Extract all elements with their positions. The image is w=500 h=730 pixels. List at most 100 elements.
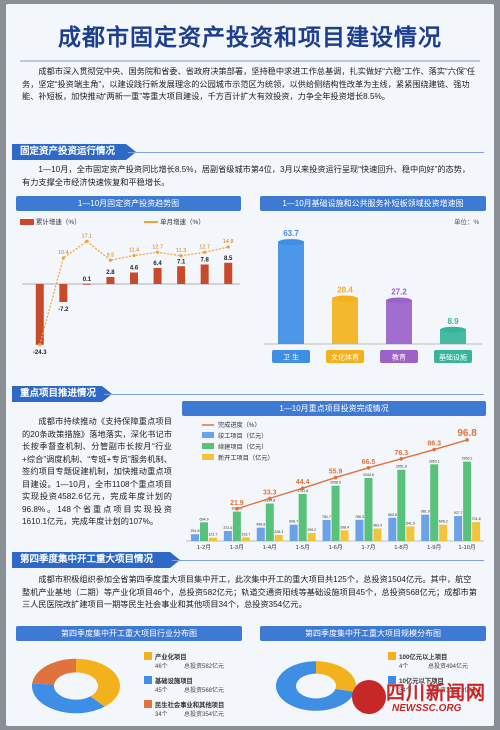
chart-title-scale: 第四季度集中开工重大项目规模分布图 [260,626,486,641]
bar-1 [364,477,373,541]
legend-count: 4个 [399,663,408,670]
legend-label-cumulative: 累计增速（%） [35,219,81,226]
legend-swatch [202,443,214,449]
legend-swatch [144,652,152,660]
legend-count: 34个 [399,687,412,694]
investment-paragraph: 1—10月，全市固定资产投资同比增长8.5%，居副省级城市第4位，3月以来投资运… [22,165,471,187]
chart-title-shortboard: 1—10月基础设施和公共服务补短板领域投资增速图 [260,196,486,211]
data-label-cumulative: 7.1 [177,259,186,265]
data-label-monthly: 10.4 [58,250,69,256]
legend-swatch [388,652,396,660]
bar-cumulative [130,272,138,284]
data-label-cumulative: 6.4 [153,261,162,267]
data-label-monthly: 12.7 [152,244,163,250]
category-label: 1-3月 [230,544,244,551]
data-label-cumulative: 0.1 [83,277,92,283]
progress-label: 66.5 [362,459,376,466]
data-label: 228.3 [274,530,283,534]
bar-0 [454,516,463,541]
progress-label: 44.4 [296,479,310,486]
chart-title-key-projects: 1—10月重点项目投资完成情况 [182,401,486,416]
category-label: 文化体育 [331,353,359,362]
legend-label: 民生社会事业和其他项目 [155,700,224,709]
bar-1 [430,464,439,541]
scale-distribution-chart: 100亿元以上项目 4个 总投资494亿元 10亿元以下项目 34个 总投资1219.3亿… [276,652,476,711]
pie-slice-2 [32,658,76,685]
point-monthly [132,253,136,258]
bar-1 [331,485,340,541]
point-monthly [226,245,230,249]
shortboard-chart: 63.7 卫 生 28.4 文化体育 27.2 教育 8.9 基础设施 [264,229,482,363]
data-label: 2344.6 [363,473,374,477]
progress-label: 21.9 [230,500,244,507]
data-label: 133.7 [241,532,250,536]
data-label: 2058.5 [330,481,341,485]
data-label: 28.4 [337,286,353,295]
pie-slice-1 [276,661,355,711]
bar-cap [386,297,412,304]
legend-swatch [144,700,152,708]
section-heading-projects: 重点项目推进情况 [12,386,112,402]
category-label: 1-9月 [427,544,441,551]
legend-investment: 总投资568亿元 [184,686,224,694]
progress-point [399,457,404,461]
intro-paragraph: 成都市深入贯彻党中央、国务院和省委、省政府决策部署，坚持稳中求进工作总基调，扎实… [22,67,476,101]
point-monthly [38,343,42,347]
bar-1 [332,298,358,344]
bar-2 [274,534,283,541]
bar-2 [373,528,382,541]
bar-2 [307,532,316,541]
data-label: 541.9 [406,521,415,525]
legend-label: 竣工项目（亿元） [218,432,268,440]
category-label: 1-8月 [394,544,408,551]
bar-0 [256,527,265,541]
legend-label: 基础设施项目 [154,676,193,685]
progress-point [300,486,305,490]
q4-paragraph: 成都市积极组织参加全省第四季度重大项目集中开工，此次集中开工的重大项目共125个… [22,575,477,609]
data-label: 27.2 [391,287,407,296]
section-divider [104,394,484,395]
data-label: 701.8 [472,517,481,521]
bar-0 [355,519,364,541]
bar-1 [232,511,241,541]
legend-label: 10亿元以下项目 [399,676,444,685]
data-label: 463.4 [373,524,382,528]
legend-label: 续建项目（亿元） [218,443,268,451]
legend-investment: 总投资582亿元 [184,662,224,670]
category-label: 卫 生 [283,353,299,362]
bar-0 [322,519,331,541]
data-label: 608.7 [289,520,298,524]
bar-cumulative [106,277,115,284]
bar-cumulative [59,284,68,302]
watermark-logo: 四川新闻网 NEWSSC.ORG [346,676,486,722]
legend-swatch [388,676,396,684]
category-label: 基础设施 [439,353,467,362]
progress-label: 86.3 [427,441,441,448]
category-label: 1-6月 [328,544,342,551]
point-monthly [61,256,65,260]
bar-0 [289,524,298,541]
data-label: 299.2 [307,528,316,532]
progress-line [236,439,468,510]
bar-1 [265,503,274,541]
section-heading-investment: 固定资产投资运行情况 [12,144,136,160]
poster: 成都市固定资产投资和项目建设情况 成都市深入贯彻党中央、国务院和省委、省政府决策… [6,4,494,726]
data-label-cumulative: -7.2 [58,307,69,313]
bar-2 [209,537,217,541]
chart-title-trend: 1—10月固定资产投资趋势图 [16,196,241,211]
data-label-cumulative: 8.5 [224,256,233,262]
bar-cap [440,326,466,333]
point-monthly [155,250,160,254]
legend-investment: 总投资494亿元 [428,662,468,670]
data-label-monthly: 11.3 [176,248,186,254]
category-tag [434,350,472,363]
legend-label: 100亿元以上项目 [399,652,447,661]
progress-label: 33.3 [263,489,277,496]
title-divider [20,60,480,62]
legend-label-monthly: 单月增速（%） [160,219,205,226]
progress-point [267,496,272,501]
data-label: 863.8 [388,513,397,517]
bar-cumulative [82,283,91,285]
bar-0 [388,517,397,541]
